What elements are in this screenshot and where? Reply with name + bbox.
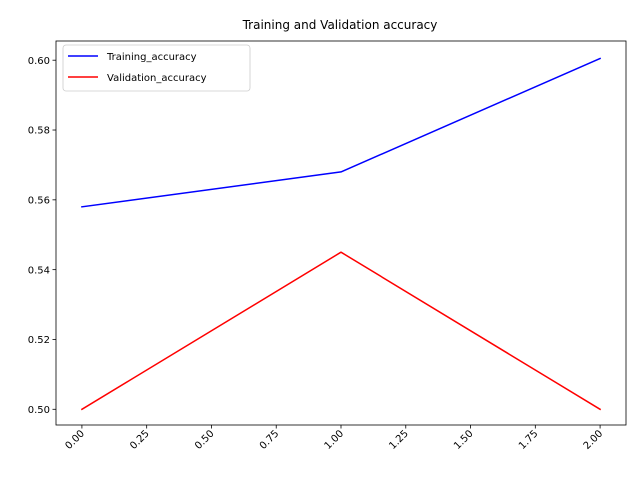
y-tick-label-3: 0.56 (28, 195, 50, 206)
series-line-0 (81, 57, 602, 208)
legend: Training_accuracy Validation_accuracy (62, 44, 251, 92)
legend-label-1: Validation_accuracy (107, 73, 207, 84)
chart-title: Training and Validation accuracy (242, 18, 438, 32)
y-tick-label-1: 0.52 (28, 335, 50, 346)
legend-box (62, 44, 251, 92)
plot-area: 0.500.520.540.560.580.600.00 0.25 0.50 0.75… (28, 40, 627, 452)
series-line-1 (80, 251, 602, 411)
y-tick-label-4: 0.58 (28, 126, 50, 137)
y-tick-label-0: 0.50 (28, 405, 50, 416)
y-tick-label-2: 0.54 (28, 265, 50, 276)
legend-label-0: Training_accuracy (106, 52, 197, 63)
y-tick-label-5: 0.60 (28, 56, 50, 67)
